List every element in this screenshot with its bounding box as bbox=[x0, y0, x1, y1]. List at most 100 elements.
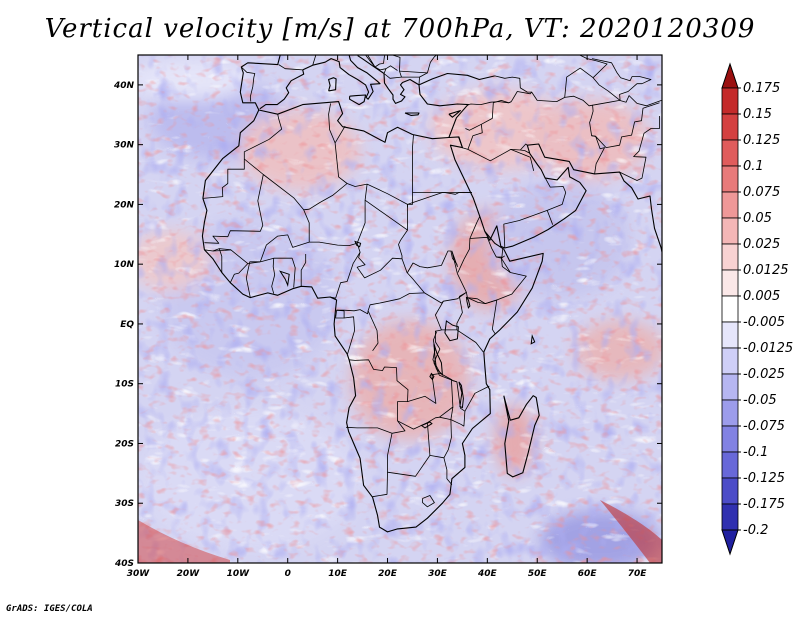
colorbar-swatch bbox=[721, 399, 739, 427]
country-borders bbox=[202, 55, 662, 508]
border-60 bbox=[468, 101, 512, 105]
y-tick-label: EQ bbox=[120, 320, 134, 330]
coastline-2 bbox=[418, 72, 495, 138]
x-tick-label: 20E bbox=[378, 569, 398, 579]
velocity-field bbox=[138, 55, 662, 563]
border-11 bbox=[300, 254, 307, 287]
border-52 bbox=[503, 209, 554, 249]
border-14 bbox=[271, 258, 276, 294]
colorbar-swatch bbox=[721, 113, 739, 141]
coastline-3 bbox=[484, 143, 662, 253]
border-47 bbox=[465, 123, 482, 131]
chart-title: Vertical velocity [m/s] at 700hPa, VT: 2… bbox=[44, 14, 756, 44]
border-54 bbox=[591, 102, 660, 149]
coastline-6 bbox=[302, 55, 381, 100]
lake-1 bbox=[433, 343, 444, 377]
colorbar-label: 0.0125 bbox=[743, 263, 789, 278]
colorbar-label: 0.15 bbox=[743, 107, 772, 122]
colorbar-swatch bbox=[721, 347, 739, 375]
colorbar-label: -0.175 bbox=[743, 497, 785, 512]
border-2 bbox=[243, 114, 283, 159]
border-30 bbox=[429, 416, 452, 459]
colorbar-swatch bbox=[721, 269, 739, 297]
lake-2 bbox=[458, 381, 464, 409]
border-12 bbox=[291, 258, 296, 288]
border-19 bbox=[204, 174, 264, 244]
colorbar-label: 0.05 bbox=[743, 211, 772, 226]
border-10 bbox=[309, 241, 358, 247]
colorbar-swatch bbox=[721, 295, 739, 323]
colorbar-label: 0.1 bbox=[743, 159, 764, 174]
border-15 bbox=[245, 261, 261, 298]
coastline-9 bbox=[357, 55, 420, 104]
coastline-7 bbox=[349, 94, 367, 106]
border-68 bbox=[365, 55, 376, 68]
border-58 bbox=[592, 58, 652, 101]
colorbar-label: -0.025 bbox=[743, 367, 785, 382]
border-40 bbox=[457, 236, 527, 305]
coastline-5 bbox=[259, 69, 305, 110]
coastline-10 bbox=[404, 112, 420, 116]
colorbar-swatch bbox=[721, 425, 739, 453]
border-16 bbox=[229, 263, 249, 283]
lake-6 bbox=[420, 421, 433, 429]
border-59 bbox=[619, 116, 660, 181]
border-48 bbox=[467, 148, 530, 162]
border-24 bbox=[344, 316, 356, 354]
plot-frame bbox=[137, 54, 663, 564]
border-25 bbox=[346, 359, 409, 434]
colorbar-swatch bbox=[721, 451, 739, 479]
border-50 bbox=[510, 149, 535, 171]
colorbar-swatch bbox=[721, 217, 739, 245]
coastlines bbox=[201, 55, 696, 533]
lakes bbox=[279, 240, 536, 429]
border-45 bbox=[458, 136, 463, 148]
colorbar-label: 0.075 bbox=[743, 185, 780, 200]
coastline-4 bbox=[239, 55, 281, 111]
colorbar-label: 0.175 bbox=[743, 81, 780, 96]
border-51 bbox=[544, 176, 567, 211]
coastline-0 bbox=[201, 101, 544, 533]
y-axis: 40N 30N 20N 10N EQ 10S 20S 30S 40S bbox=[113, 81, 662, 569]
border-36 bbox=[441, 329, 484, 353]
border-55 bbox=[592, 95, 662, 107]
border-27 bbox=[407, 373, 441, 404]
border-67 bbox=[385, 65, 398, 71]
border-32 bbox=[422, 495, 435, 508]
border-18 bbox=[218, 248, 223, 273]
y-tick-label: 40N bbox=[113, 81, 135, 91]
coastline-12 bbox=[686, 268, 696, 288]
colorbar-swatch bbox=[721, 373, 739, 401]
colorbar-swatch bbox=[721, 165, 739, 193]
border-41 bbox=[469, 216, 481, 239]
x-tick-label: 30W bbox=[127, 569, 151, 579]
colorbar-label: -0.0125 bbox=[743, 341, 793, 356]
border-44 bbox=[407, 192, 472, 208]
y-tick-label: 10S bbox=[115, 380, 134, 390]
border-46 bbox=[461, 100, 512, 150]
colorbar-swatch bbox=[721, 477, 739, 505]
colorbar-top-arrow bbox=[721, 62, 739, 89]
border-23 bbox=[367, 310, 379, 352]
colorbar-swatch bbox=[721, 321, 739, 349]
y-tick-label: 10N bbox=[114, 260, 135, 270]
credit-text: GrADS: IGES/COLA bbox=[6, 604, 93, 614]
border-20 bbox=[330, 251, 361, 299]
colorbar-swatch bbox=[721, 503, 739, 531]
x-axis: 30W 20W 10W 0 10E 20E 30E 40E 50E 60E 70E bbox=[127, 55, 647, 579]
colorbar-label: -0.05 bbox=[743, 393, 777, 408]
x-tick-label: 0 bbox=[285, 569, 291, 579]
border-31 bbox=[443, 457, 453, 485]
border-65 bbox=[399, 70, 428, 74]
border-4 bbox=[334, 125, 346, 144]
coastline-1 bbox=[503, 395, 540, 478]
x-tick-label: 60E bbox=[578, 569, 598, 579]
border-1 bbox=[204, 158, 310, 265]
x-tick-label: 40E bbox=[477, 569, 498, 579]
border-62 bbox=[418, 55, 438, 85]
y-tick-label: 40S bbox=[114, 559, 134, 569]
border-57 bbox=[579, 55, 608, 78]
border-34 bbox=[464, 385, 490, 412]
border-3 bbox=[303, 103, 348, 211]
y-tick-label: 20S bbox=[115, 439, 134, 449]
